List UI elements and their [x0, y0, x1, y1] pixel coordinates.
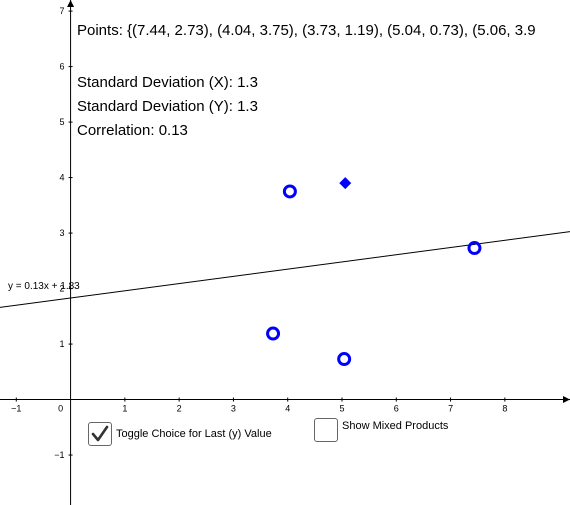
y-tick-label: 4: [60, 173, 65, 183]
checkbox-checked-icon[interactable]: [88, 422, 112, 446]
origin-label: 0: [58, 404, 63, 414]
x-tick-label: 3: [231, 404, 236, 414]
y-tick-label: 3: [60, 228, 65, 238]
y-tick-label: 2: [60, 284, 65, 294]
x-tick-label: 4: [285, 404, 290, 414]
checkbox-unchecked-icon[interactable]: [314, 418, 338, 442]
x-tick-label: −1: [11, 404, 21, 414]
data-point[interactable]: [467, 241, 482, 256]
toggle-last-y-checkbox[interactable]: Toggle Choice for Last (y) Value: [88, 422, 272, 446]
regression-line-layer: [0, 231, 570, 308]
points-list-text: Points: {(7.44, 2.73), (4.04, 3.75), (3.…: [77, 22, 536, 39]
x-tick-label: 8: [502, 404, 507, 414]
x-tick-label: 6: [394, 404, 399, 414]
y-tick-label: 7: [60, 6, 65, 16]
x-tick-label: 5: [339, 404, 344, 414]
highlighted-point-diamond[interactable]: [339, 177, 352, 190]
x-tick-label: 7: [448, 404, 453, 414]
show-mixed-products-checkbox[interactable]: Show Mixed Products: [314, 418, 448, 442]
data-point[interactable]: [266, 326, 281, 341]
y-tick-label: 6: [60, 62, 65, 72]
y-tick-label: −1: [54, 450, 64, 460]
data-point[interactable]: [282, 184, 297, 199]
x-axis-arrow: [563, 396, 570, 404]
x-tick-label: 2: [177, 404, 182, 414]
x-tick-label: 1: [122, 404, 127, 414]
toggle-last-y-label: Toggle Choice for Last (y) Value: [116, 428, 272, 440]
data-point[interactable]: [337, 352, 352, 367]
regression-line: [0, 231, 570, 308]
points-layer[interactable]: [266, 177, 482, 367]
std-dev-x-text: Standard Deviation (X): 1.3: [77, 74, 258, 91]
correlation-text: Correlation: 0.13: [77, 122, 188, 139]
show-mixed-products-label: Show Mixed Products: [342, 420, 449, 432]
y-tick-label: 1: [60, 339, 65, 349]
y-tick-label: 5: [60, 117, 65, 127]
std-dev-y-text: Standard Deviation (Y): 1.3: [77, 98, 258, 115]
y-axis-arrow: [67, 0, 75, 7]
regression-line-label: y = 0.13x + 1.83: [8, 281, 80, 292]
